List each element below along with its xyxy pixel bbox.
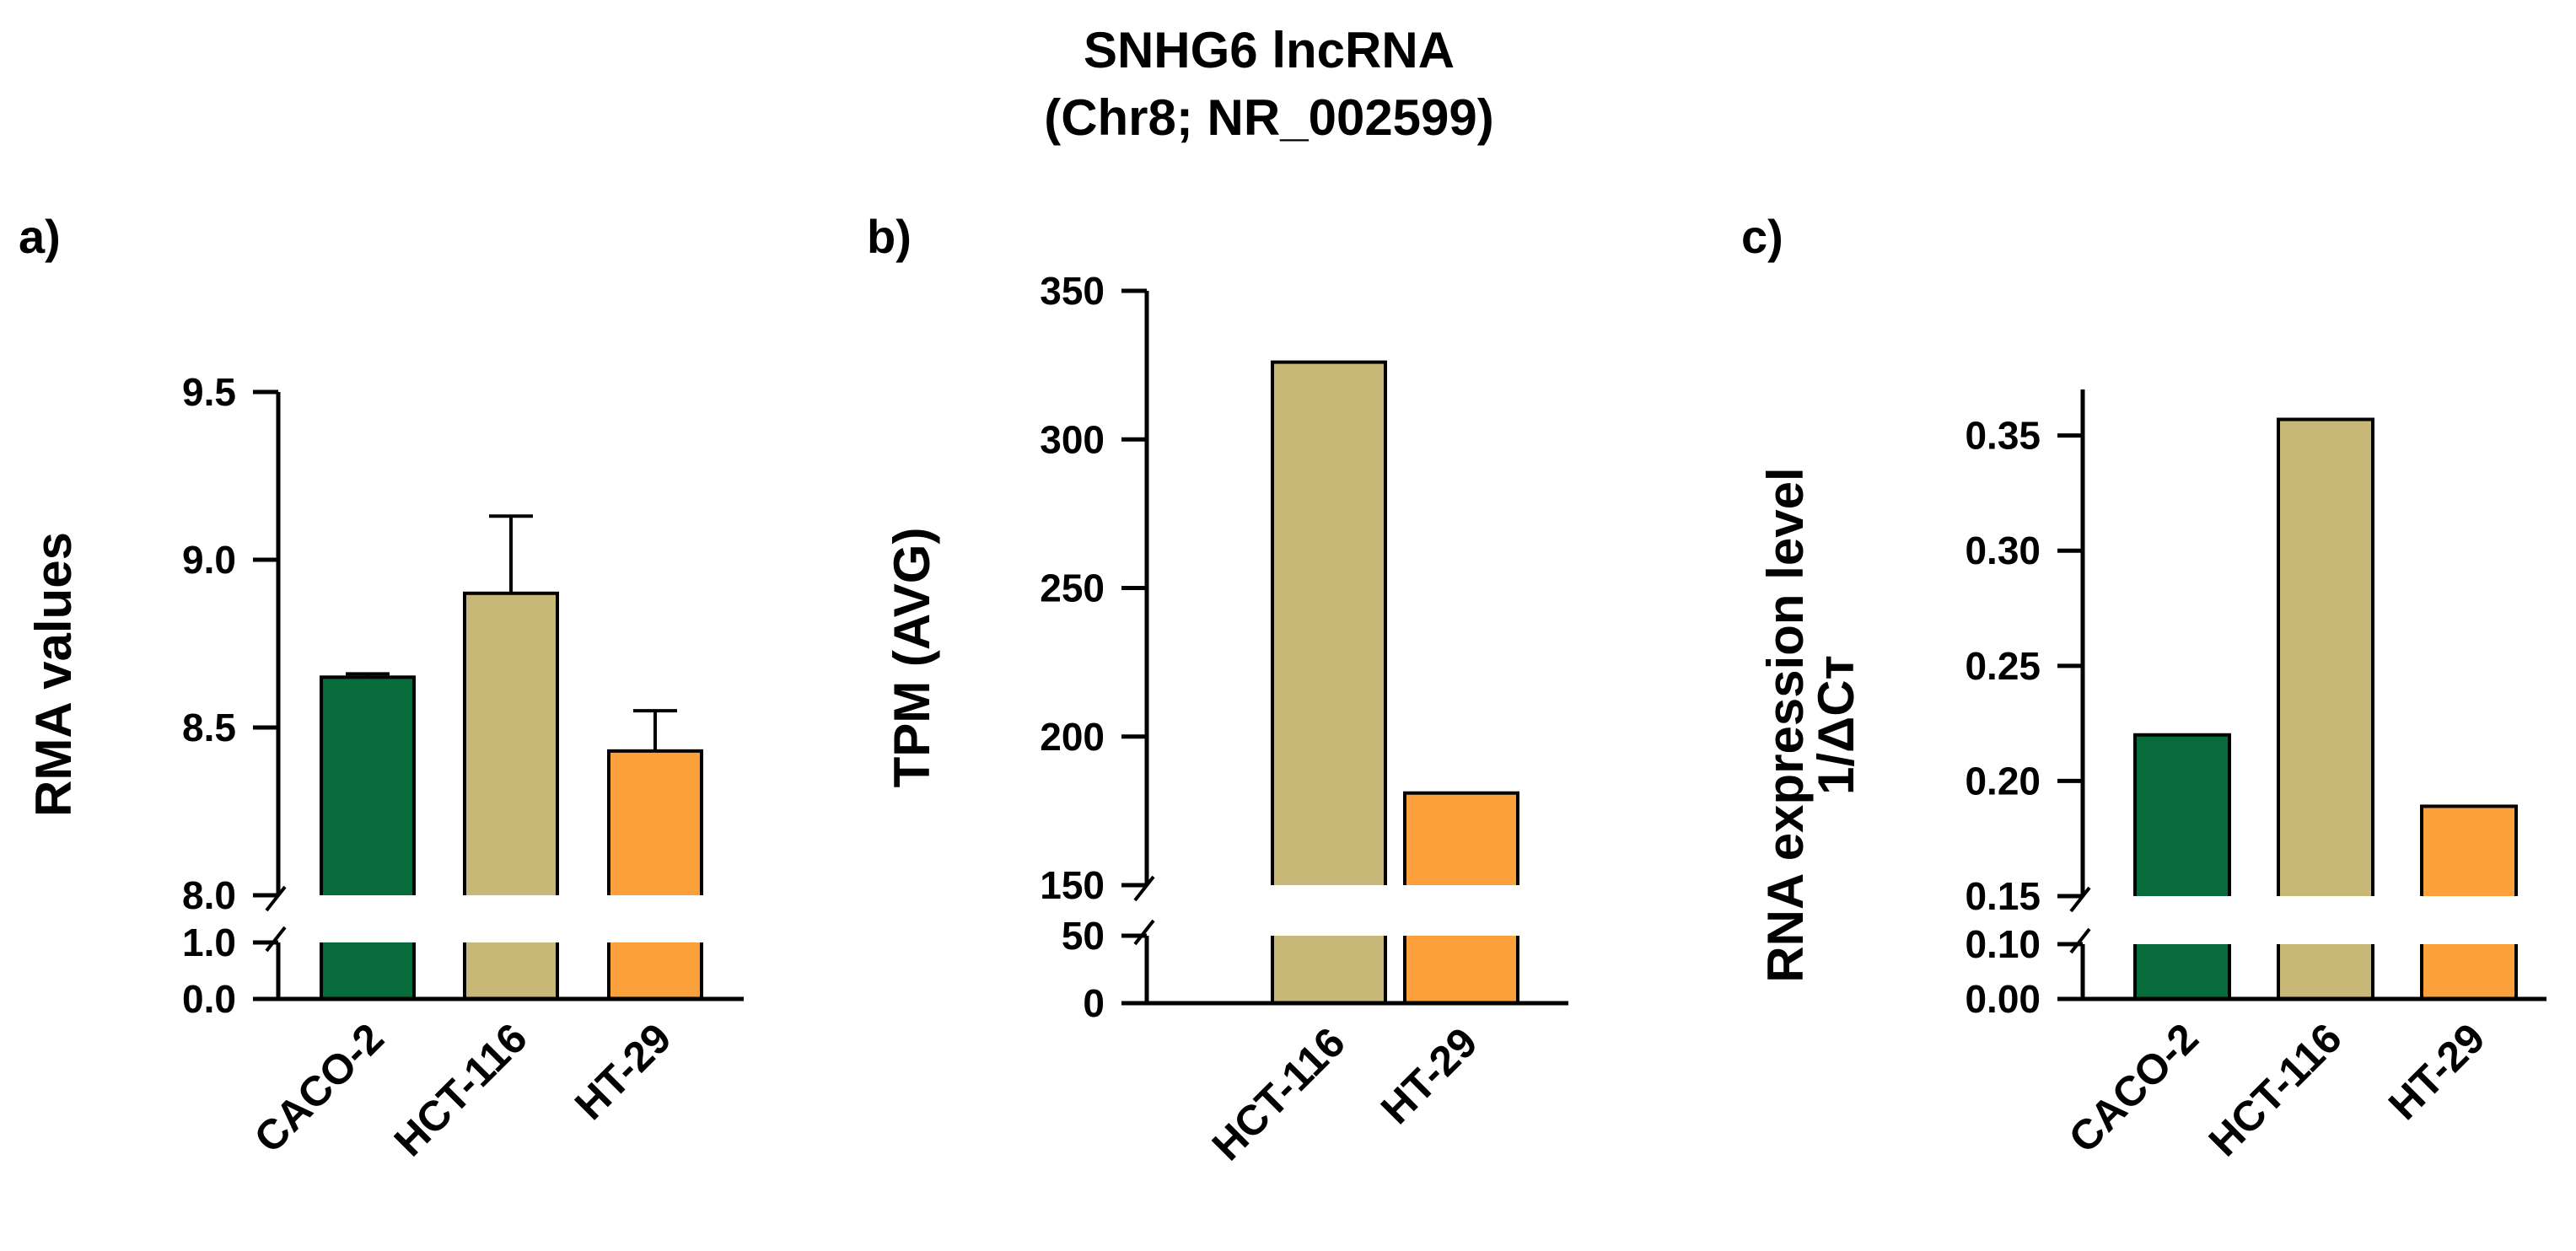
- panel-b-label: b): [867, 210, 912, 263]
- panel-c-y-tick-label: 0.35: [1965, 414, 2041, 458]
- panel-c-category-label: CACO-2: [2060, 1014, 2208, 1162]
- panel-a-y-tick-label: 1.0: [182, 921, 236, 964]
- panel-c-y-tick-label: 0.10: [1965, 922, 2041, 966]
- panel-c-y-tick-label: 0.20: [1965, 759, 2041, 803]
- panel-b-y-tick-label: 250: [1040, 566, 1105, 610]
- panel-a-ylabel: RMA values: [25, 532, 82, 817]
- panel-b-y-tick-label: 150: [1040, 863, 1105, 907]
- panel-a-errorbar-caco-2: [346, 672, 390, 678]
- panel-b-y-tick-label: 350: [1040, 269, 1105, 313]
- panel-c-ylabel-line1: RNA expression level: [1757, 467, 1814, 982]
- panel-b-axis-break-mark: [1133, 919, 1155, 946]
- panel-a-category-label: HT-29: [566, 1014, 680, 1129]
- panel-b-category-label: HCT-116: [1203, 1018, 1354, 1169]
- panel-a-y-tick-label: 8.0: [182, 873, 236, 917]
- panel-b-axis-break-gap: [1140, 885, 1575, 936]
- panel-b-y-tick-label: 50: [1062, 914, 1105, 958]
- panel-c-ylabel-line2: 1/ΔCᴛ: [1808, 655, 1864, 795]
- panel-c-y-tick-label: 0.00: [1965, 977, 2041, 1021]
- panel-c: c) RNA expression level 1/ΔCᴛ CACO-2HCT-…: [1741, 210, 2553, 1165]
- panel-a-axis-break-mark: [265, 926, 287, 953]
- panel-b-y-tick-label: 200: [1040, 715, 1105, 759]
- panel-b-y-tick-label: 300: [1040, 417, 1105, 461]
- panel-c-axis-break-gap: [2076, 896, 2553, 944]
- panel-a-category-label: CACO-2: [245, 1014, 393, 1162]
- panel-c-category-label: HCT-116: [2200, 1014, 2351, 1165]
- panel-c-y-tick-label: 0.15: [1965, 874, 2041, 918]
- panel-a-errorbar-hct-116: [489, 514, 533, 593]
- panel-a-errorbar-ht-29: [633, 709, 677, 751]
- panel-c-bar-caco-2: [2133, 733, 2231, 1001]
- panel-a-category-label: HCT-116: [385, 1014, 536, 1165]
- panel-c-y-tick-label: 0.30: [1965, 529, 2041, 572]
- panel-a-y-tick-label: 0.0: [182, 977, 236, 1021]
- panel-a-label: a): [19, 210, 61, 263]
- panel-a-y-tick-label: 8.5: [182, 706, 236, 749]
- panel-b-y-tick-label: 0: [1083, 981, 1105, 1025]
- panel-a-axis-break-gap: [272, 895, 750, 942]
- figure-title-line1: SNHG6 lncRNA: [1084, 22, 1455, 78]
- panel-b-axis-break-mark: [1133, 875, 1155, 902]
- panel-c-category-label: HT-29: [2380, 1014, 2494, 1129]
- panel-c-axis-break-mark: [2069, 927, 2091, 954]
- panel-c-label: c): [1741, 210, 1783, 263]
- panel-b-ylabel: TPM (AVG): [884, 528, 940, 788]
- panel-a-y-tick-label: 9.0: [182, 538, 236, 582]
- panel-b-category-label: HT-29: [1372, 1018, 1487, 1133]
- panel-a-axis-break-mark: [265, 885, 287, 912]
- panel-a-bar-ht-29: [607, 749, 703, 1001]
- panel-c-axis-break-mark: [2069, 886, 2091, 913]
- panel-a-y-tick-label: 9.5: [182, 370, 236, 414]
- figure-title-line2: (Chr8; NR_002599): [1044, 89, 1494, 146]
- panel-b-plot: HCT-116 HT-29 0 50 150 200 250 300 350: [1040, 269, 1575, 1169]
- panel-a-bar-caco-2: [320, 675, 416, 1001]
- panel-c-y-tick-label: 0.25: [1965, 644, 2041, 688]
- panel-b: b) TPM (AVG) HCT-116 HT-29 0 50 150 200 250 300…: [867, 210, 1575, 1169]
